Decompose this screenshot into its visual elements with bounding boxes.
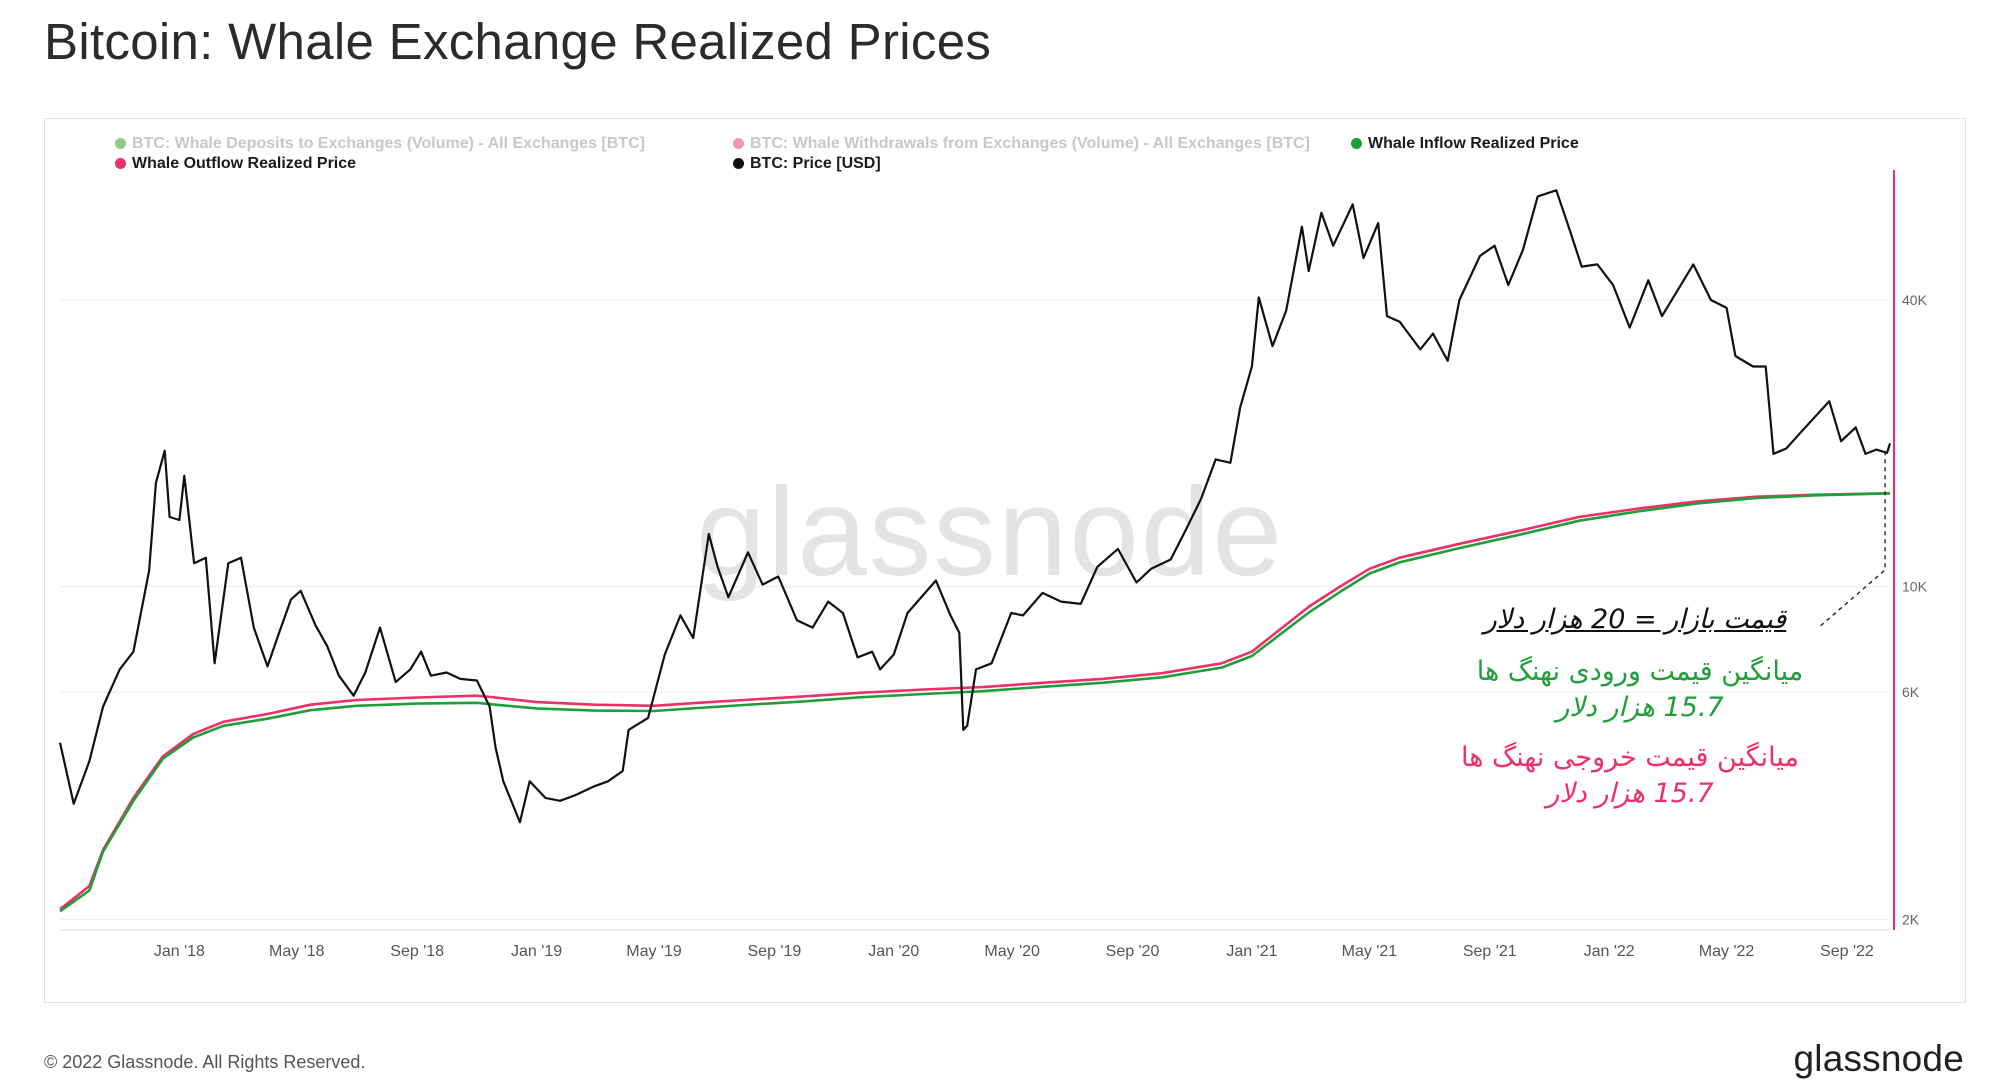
annotation-inflow-line2: 15.7 هزار دلار bbox=[1556, 692, 1724, 723]
y-tick-label-40K: 40K bbox=[1902, 292, 1928, 308]
legend-item-inflow-realized-price[interactable]: Whale Inflow Realized Price bbox=[1351, 135, 1579, 153]
x-tick-label: Jan '19 bbox=[511, 943, 562, 960]
series-line-whale-inflow-realized-price bbox=[59, 492, 1891, 913]
x-tick-label: Sep '20 bbox=[1106, 943, 1160, 960]
annotation-inflow-line1: میانگین قیمت ورودی نهنگ ها bbox=[1476, 656, 1804, 687]
watermark-text: glassnode bbox=[696, 463, 1284, 602]
legend-label: BTC: Price [USD] bbox=[750, 155, 881, 172]
legend-item-whale-withdrawals[interactable]: BTC: Whale Withdrawals from Exchanges (V… bbox=[733, 135, 1310, 153]
legend-dot-icon bbox=[1351, 138, 1362, 149]
annotation-outflow-line1: میانگین قیمت خروجی نهنگ ها bbox=[1460, 742, 1800, 773]
y-tick-label-2K: 2K bbox=[1902, 911, 1920, 927]
x-tick-label: Jan '20 bbox=[868, 943, 919, 960]
legend-label: BTC: Whale Withdrawals from Exchanges (V… bbox=[750, 135, 1310, 152]
x-tick-label: May '21 bbox=[1342, 943, 1398, 960]
x-tick-label: Sep '22 bbox=[1820, 943, 1874, 960]
x-tick-label: Sep '18 bbox=[390, 943, 444, 960]
series-line-whale-outflow-realized-price bbox=[59, 492, 1891, 911]
chart-panel: BTC: Whale Deposits to Exchanges (Volume… bbox=[44, 118, 1966, 1003]
annotation-outflow: میانگین قیمت خروجی نهنگ ها 15.7 هزار دلا… bbox=[1420, 740, 1840, 812]
legend-label: Whale Outflow Realized Price bbox=[132, 155, 357, 172]
annotation-market-price-text: قیمت بازار = 20 هزار دلار bbox=[1483, 604, 1787, 635]
x-tick-label: Sep '21 bbox=[1463, 943, 1517, 960]
legend-item-outflow-realized-price[interactable]: Whale Outflow Realized Price bbox=[115, 155, 356, 173]
footer-copyright: © 2022 Glassnode. All Rights Reserved. bbox=[44, 1052, 366, 1072]
legend-dot-icon bbox=[733, 138, 744, 149]
annotation-market-price: قیمت بازار = 20 هزار دلار bbox=[1470, 604, 1800, 635]
x-tick-label: Jan '22 bbox=[1584, 943, 1635, 960]
x-tick-label: May '18 bbox=[269, 943, 325, 960]
legend-label: BTC: Whale Deposits to Exchanges (Volume… bbox=[132, 135, 645, 152]
y-tick-label-6K: 6K bbox=[1902, 684, 1920, 700]
legend-label: Whale Inflow Realized Price bbox=[1368, 135, 1579, 152]
x-tick-label: May '19 bbox=[626, 943, 682, 960]
annotation-inflow: میانگین قیمت ورودی نهنگ ها 15.7 هزار دلا… bbox=[1430, 654, 1850, 726]
page-title: Bitcoin: Whale Exchange Realized Prices bbox=[44, 13, 992, 70]
x-tick-label: May '20 bbox=[984, 943, 1040, 960]
annotation-outflow-line2: 15.7 هزار دلار bbox=[1546, 778, 1714, 809]
x-tick-label: May '22 bbox=[1699, 943, 1755, 960]
annotation-leader-line bbox=[1817, 451, 1886, 629]
series-line-btc-price-usd bbox=[58, 189, 1892, 824]
footer-logo[interactable]: glassnode bbox=[1793, 1038, 1964, 1079]
legend-dot-icon bbox=[115, 138, 126, 149]
x-tick-label: Jan '18 bbox=[154, 943, 205, 960]
legend-dot-icon bbox=[733, 158, 744, 169]
x-tick-label: Sep '19 bbox=[748, 943, 802, 960]
legend-dot-icon bbox=[115, 158, 126, 169]
y-tick-label-10K: 10K bbox=[1902, 579, 1928, 595]
legend-item-whale-deposits[interactable]: BTC: Whale Deposits to Exchanges (Volume… bbox=[115, 135, 645, 153]
legend-item-btc-price[interactable]: BTC: Price [USD] bbox=[733, 155, 881, 173]
x-tick-label: Jan '21 bbox=[1226, 943, 1277, 960]
